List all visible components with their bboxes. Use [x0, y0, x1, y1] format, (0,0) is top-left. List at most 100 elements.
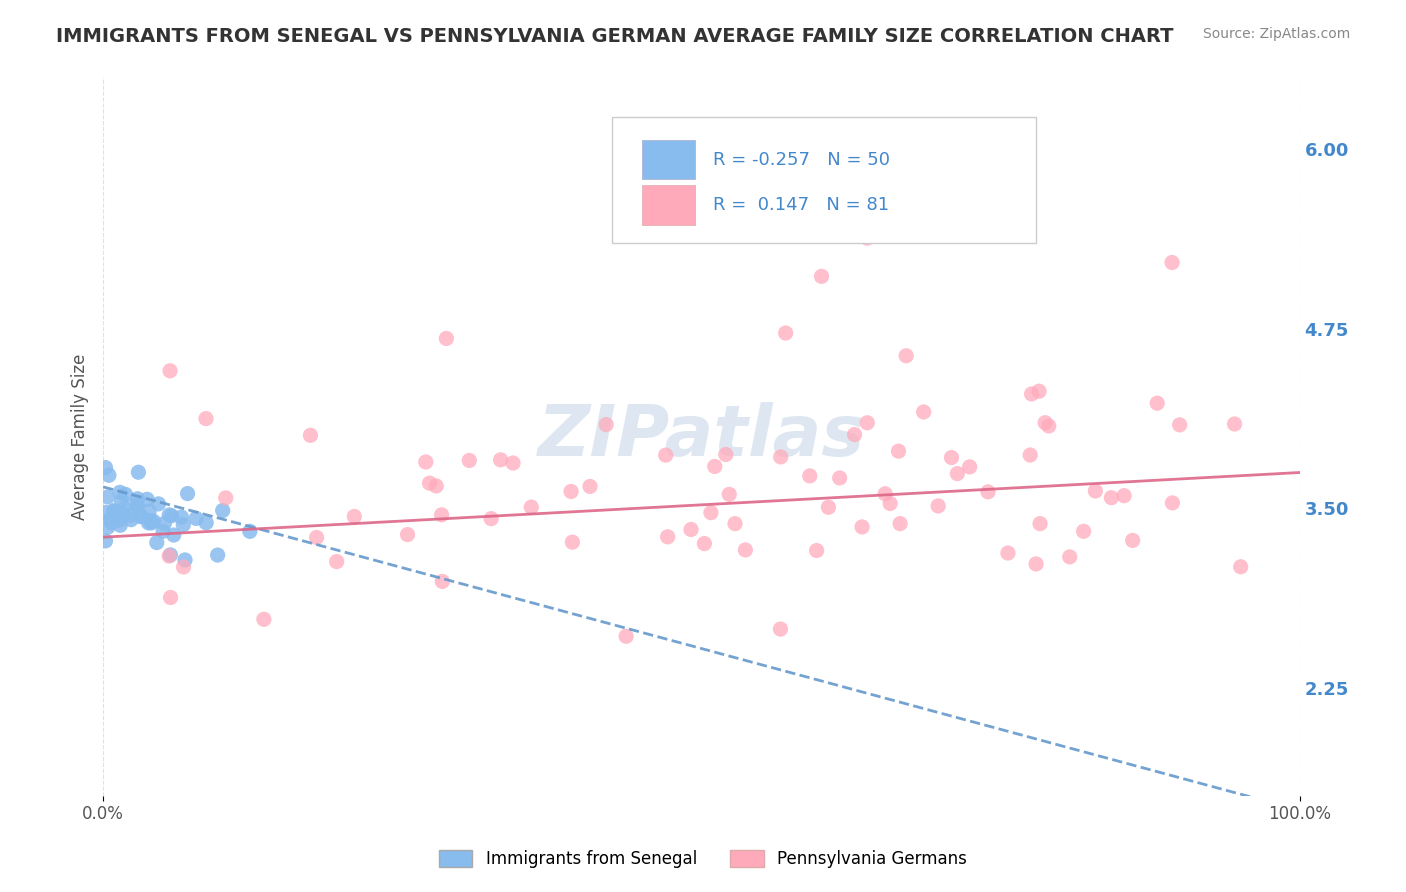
Point	[734, 543, 756, 558]
FancyBboxPatch shape	[641, 140, 696, 179]
Point	[138, 504, 160, 518]
Point	[97, 468, 120, 483]
Point	[195, 411, 218, 425]
Point	[94, 506, 117, 520]
Point	[1168, 417, 1191, 432]
Point	[172, 517, 194, 532]
Point	[579, 479, 602, 493]
Point	[875, 487, 897, 501]
Point	[1021, 387, 1043, 401]
Point	[110, 494, 132, 508]
Point	[96, 490, 118, 504]
Point	[1161, 255, 1184, 269]
Point	[927, 499, 949, 513]
Point	[108, 485, 131, 500]
Point	[159, 364, 181, 378]
Point	[856, 416, 879, 430]
Point	[207, 548, 229, 562]
Point	[127, 500, 149, 514]
Text: Source: ZipAtlas.com: Source: ZipAtlas.com	[1202, 27, 1350, 41]
Point	[856, 231, 879, 245]
Point	[136, 492, 159, 507]
Point	[159, 548, 181, 562]
Point	[959, 459, 981, 474]
Point	[127, 491, 149, 506]
Point	[299, 428, 322, 442]
Point	[129, 509, 152, 524]
Point	[595, 417, 617, 432]
Point	[844, 427, 866, 442]
Point	[129, 509, 152, 524]
Point	[997, 546, 1019, 560]
Point	[120, 513, 142, 527]
Point	[1033, 416, 1056, 430]
Point	[152, 524, 174, 539]
Point	[100, 512, 122, 526]
Point	[120, 508, 142, 523]
Point	[977, 484, 1000, 499]
Point	[879, 496, 901, 510]
Point	[100, 516, 122, 530]
Text: R = -0.257   N = 50: R = -0.257 N = 50	[713, 151, 890, 169]
Point	[1059, 549, 1081, 564]
Point	[125, 498, 148, 512]
Point	[111, 506, 134, 520]
Point	[479, 511, 502, 525]
Point	[502, 456, 524, 470]
Point	[714, 447, 737, 461]
Point	[693, 536, 716, 550]
Point	[148, 497, 170, 511]
Point	[139, 514, 162, 528]
Point	[889, 516, 911, 531]
Text: R =  0.147   N = 81: R = 0.147 N = 81	[713, 196, 890, 214]
Point	[142, 514, 165, 528]
Point	[561, 535, 583, 549]
Point	[1099, 491, 1122, 505]
Point	[253, 612, 276, 626]
Point	[127, 465, 149, 479]
Point	[769, 622, 792, 636]
Point	[195, 516, 218, 530]
Point	[520, 500, 543, 515]
Point	[912, 405, 935, 419]
Point	[458, 453, 481, 467]
Point	[946, 467, 969, 481]
Point	[305, 531, 328, 545]
Text: ZIPatlas: ZIPatlas	[537, 402, 865, 471]
Point	[160, 508, 183, 523]
Point	[432, 574, 454, 589]
Point	[775, 326, 797, 340]
Point	[1019, 448, 1042, 462]
Point	[110, 518, 132, 533]
Point	[176, 486, 198, 500]
Point	[679, 523, 702, 537]
Y-axis label: Average Family Size: Average Family Size	[72, 353, 89, 520]
Point	[700, 506, 723, 520]
Point	[114, 487, 136, 501]
Point	[343, 509, 366, 524]
Point	[1025, 557, 1047, 571]
Point	[104, 506, 127, 520]
Point	[419, 476, 441, 491]
Point	[97, 520, 120, 534]
Point	[94, 533, 117, 548]
Legend: Immigrants from Senegal, Pennsylvania Germans: Immigrants from Senegal, Pennsylvania Ge…	[433, 843, 973, 875]
Point	[215, 491, 238, 505]
Point	[153, 516, 176, 531]
Point	[1223, 417, 1246, 431]
Point	[810, 269, 832, 284]
Point	[724, 516, 747, 531]
FancyBboxPatch shape	[641, 186, 696, 225]
Point	[769, 450, 792, 464]
Point	[1161, 496, 1184, 510]
Point	[1146, 396, 1168, 410]
Point	[101, 512, 124, 526]
Point	[1028, 384, 1050, 399]
Point	[614, 629, 637, 643]
Point	[1084, 483, 1107, 498]
Point	[1029, 516, 1052, 531]
Point	[887, 444, 910, 458]
Point	[817, 500, 839, 515]
Point	[186, 511, 208, 525]
Point	[415, 455, 437, 469]
